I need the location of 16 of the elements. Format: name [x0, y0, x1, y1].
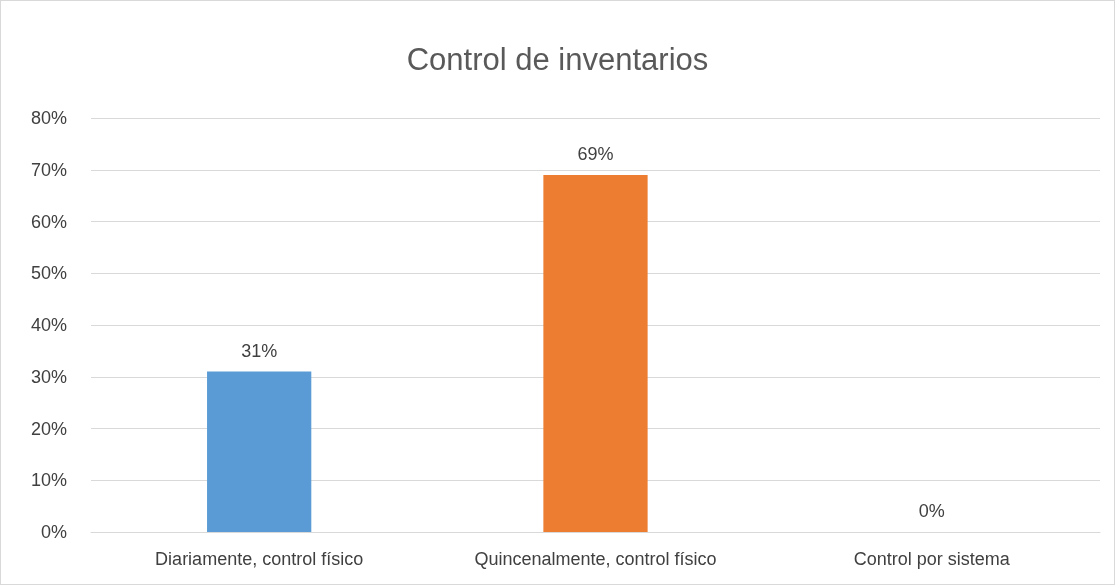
y-tick-label: 20% — [30, 418, 67, 439]
y-tick-label: 60% — [30, 211, 67, 232]
data-label: 69% — [577, 143, 614, 164]
y-tick-label: 40% — [30, 315, 67, 335]
x-tick-label: Control por sistema — [853, 549, 1011, 569]
data-label: 0% — [918, 501, 945, 521]
x-tick-label: Quincenalmente, control físico — [474, 549, 717, 569]
y-tick-label: 80% — [30, 108, 67, 128]
y-tick-label: 30% — [30, 366, 67, 387]
y-tick-label: 0% — [40, 522, 67, 542]
x-tick-label: Diariamente, control físico — [155, 549, 364, 569]
y-tick-label: 10% — [30, 470, 67, 491]
chart-title: Control de inventarios — [406, 42, 709, 77]
y-tick-label: 50% — [30, 263, 67, 284]
data-label: 31% — [241, 340, 278, 361]
y-tick-label: 70% — [30, 159, 67, 180]
